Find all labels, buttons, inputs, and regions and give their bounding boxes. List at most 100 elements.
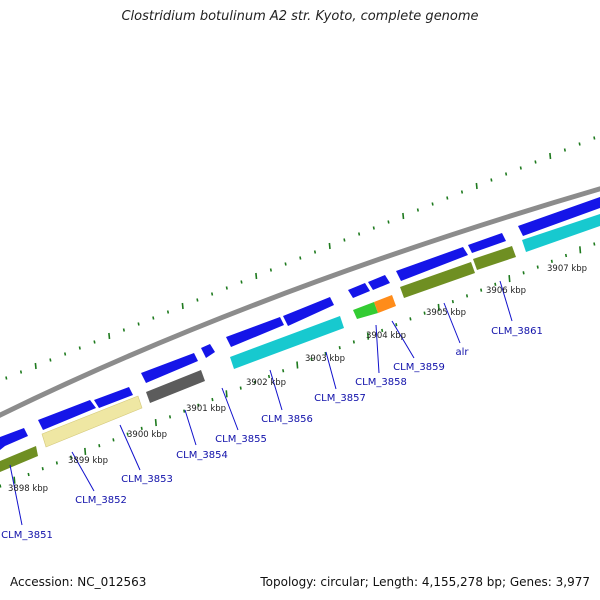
kbp-label: 3904 kbp: [366, 331, 406, 341]
tick-mark: [225, 390, 228, 398]
kbp-labels: 3898 kbp 3899 kbp 3900 kbp 3901 kbp 3902 kbp…: [8, 264, 587, 494]
tick-mark: [423, 311, 426, 315]
gene-label[interactable]: CLM_3855: [215, 434, 267, 445]
tick-mark: [324, 351, 327, 356]
gene-label[interactable]: CLM_3851: [1, 530, 53, 541]
tick-mark: [253, 380, 256, 384]
tick-mark: [310, 357, 313, 361]
tick-mark: [593, 242, 596, 246]
tick-mark: [225, 286, 228, 290]
gene-bar: [41, 395, 143, 448]
tick-mark: [465, 294, 469, 298]
tick-mark: [299, 256, 302, 260]
tick-mark: [563, 148, 566, 152]
tick-mark: [508, 275, 511, 283]
tick-mark: [372, 226, 375, 230]
tick-mark: [211, 397, 214, 402]
gene-label[interactable]: CLM_3854: [176, 450, 228, 461]
tick-mark: [593, 136, 596, 140]
gene-label[interactable]: CLM_3861: [491, 326, 543, 337]
label-leader-line: [119, 424, 141, 471]
gene-label[interactable]: CLM_3852: [75, 495, 127, 506]
label-leader-line: [221, 387, 239, 431]
gene-bar: [522, 214, 600, 252]
tick-mark: [41, 467, 44, 471]
gene-arrow: [94, 387, 133, 408]
tick-mark: [381, 328, 384, 333]
gene-arrow: [348, 283, 370, 298]
tick-mark: [19, 370, 23, 374]
tick-mark: [343, 238, 346, 242]
tick-mark: [338, 346, 341, 350]
kbp-label: 3898 kbp: [8, 484, 48, 494]
tick-mark: [395, 323, 398, 327]
tick-mark: [166, 310, 170, 314]
tick-mark: [34, 362, 37, 370]
tick-mark: [352, 340, 355, 344]
gene-features: [0, 197, 600, 472]
tick-mark: [490, 178, 493, 182]
tick-mark: [112, 438, 115, 442]
gene-label[interactable]: alr: [455, 347, 469, 358]
tick-mark: [239, 386, 242, 390]
gene-label[interactable]: CLM_3853: [121, 474, 173, 485]
tick-mark: [536, 265, 539, 269]
tick-mark: [168, 415, 172, 419]
gene-label[interactable]: CLM_3858: [355, 377, 407, 388]
tick-mark: [140, 426, 143, 431]
tick-mark: [494, 282, 497, 286]
label-leader-line: [269, 369, 283, 411]
tick-mark: [460, 190, 464, 194]
gene-arrow: [468, 233, 506, 253]
accession-text: Accession: NC_012563: [10, 575, 147, 589]
tick-mark: [549, 152, 552, 160]
gene-arrow: [518, 197, 600, 236]
gene-bar: [0, 446, 38, 472]
tick-mark: [267, 374, 271, 379]
tick-mark: [181, 302, 184, 310]
gene-bar: [400, 262, 475, 298]
tick-mark: [55, 461, 58, 465]
gene-bar: [230, 316, 344, 369]
gene-label[interactable]: CLM_3856: [261, 414, 313, 425]
kbp-label: 3901 kbp: [186, 404, 226, 414]
label-leader-line: [71, 451, 95, 492]
label-leader-line: [391, 320, 415, 359]
tick-mark: [578, 142, 581, 146]
gene-arrow: [396, 247, 468, 281]
gene-label[interactable]: CLM_3859: [393, 362, 445, 373]
tick-mark: [328, 242, 331, 250]
map-title: Clostridium botulinum A2 str. Kyoto, com…: [121, 9, 479, 24]
gene-arrow: [283, 297, 334, 326]
tick-mark: [126, 432, 129, 436]
label-leader-line: [499, 280, 513, 322]
tick-mark: [284, 262, 287, 266]
tick-mark: [296, 361, 299, 369]
kbp-label: 3902 kbp: [246, 378, 286, 388]
gene-labels: CLM_3851 CLM_3852 CLM_3853 CLM_3854 CLM_3855…: [1, 326, 543, 541]
gene-arrow: [38, 400, 96, 430]
tick-mark: [579, 246, 582, 254]
tick-mark: [431, 202, 434, 206]
tick-mark: [564, 253, 568, 258]
tick-mark: [69, 455, 73, 459]
tick-mark: [451, 299, 454, 304]
tick-mark: [366, 332, 370, 340]
gene-label[interactable]: CLM_3857: [314, 393, 366, 404]
kbp-label: 3907 kbp: [547, 264, 587, 274]
label-leader-line: [375, 324, 380, 374]
genome-summary-text: Topology: circular; Length: 4,155,278 bp…: [260, 575, 590, 589]
kbp-label: 3899 kbp: [68, 456, 108, 466]
tick-marks: [0, 136, 596, 488]
tick-mark: [49, 358, 52, 362]
tick-mark: [255, 272, 258, 280]
tick-mark: [505, 172, 508, 176]
tick-mark: [64, 352, 67, 356]
tick-mark: [358, 232, 361, 236]
gene-arrow: [0, 428, 28, 450]
gene-arrow: [368, 275, 390, 290]
tick-mark: [409, 317, 412, 321]
gene-bar: [374, 295, 396, 313]
